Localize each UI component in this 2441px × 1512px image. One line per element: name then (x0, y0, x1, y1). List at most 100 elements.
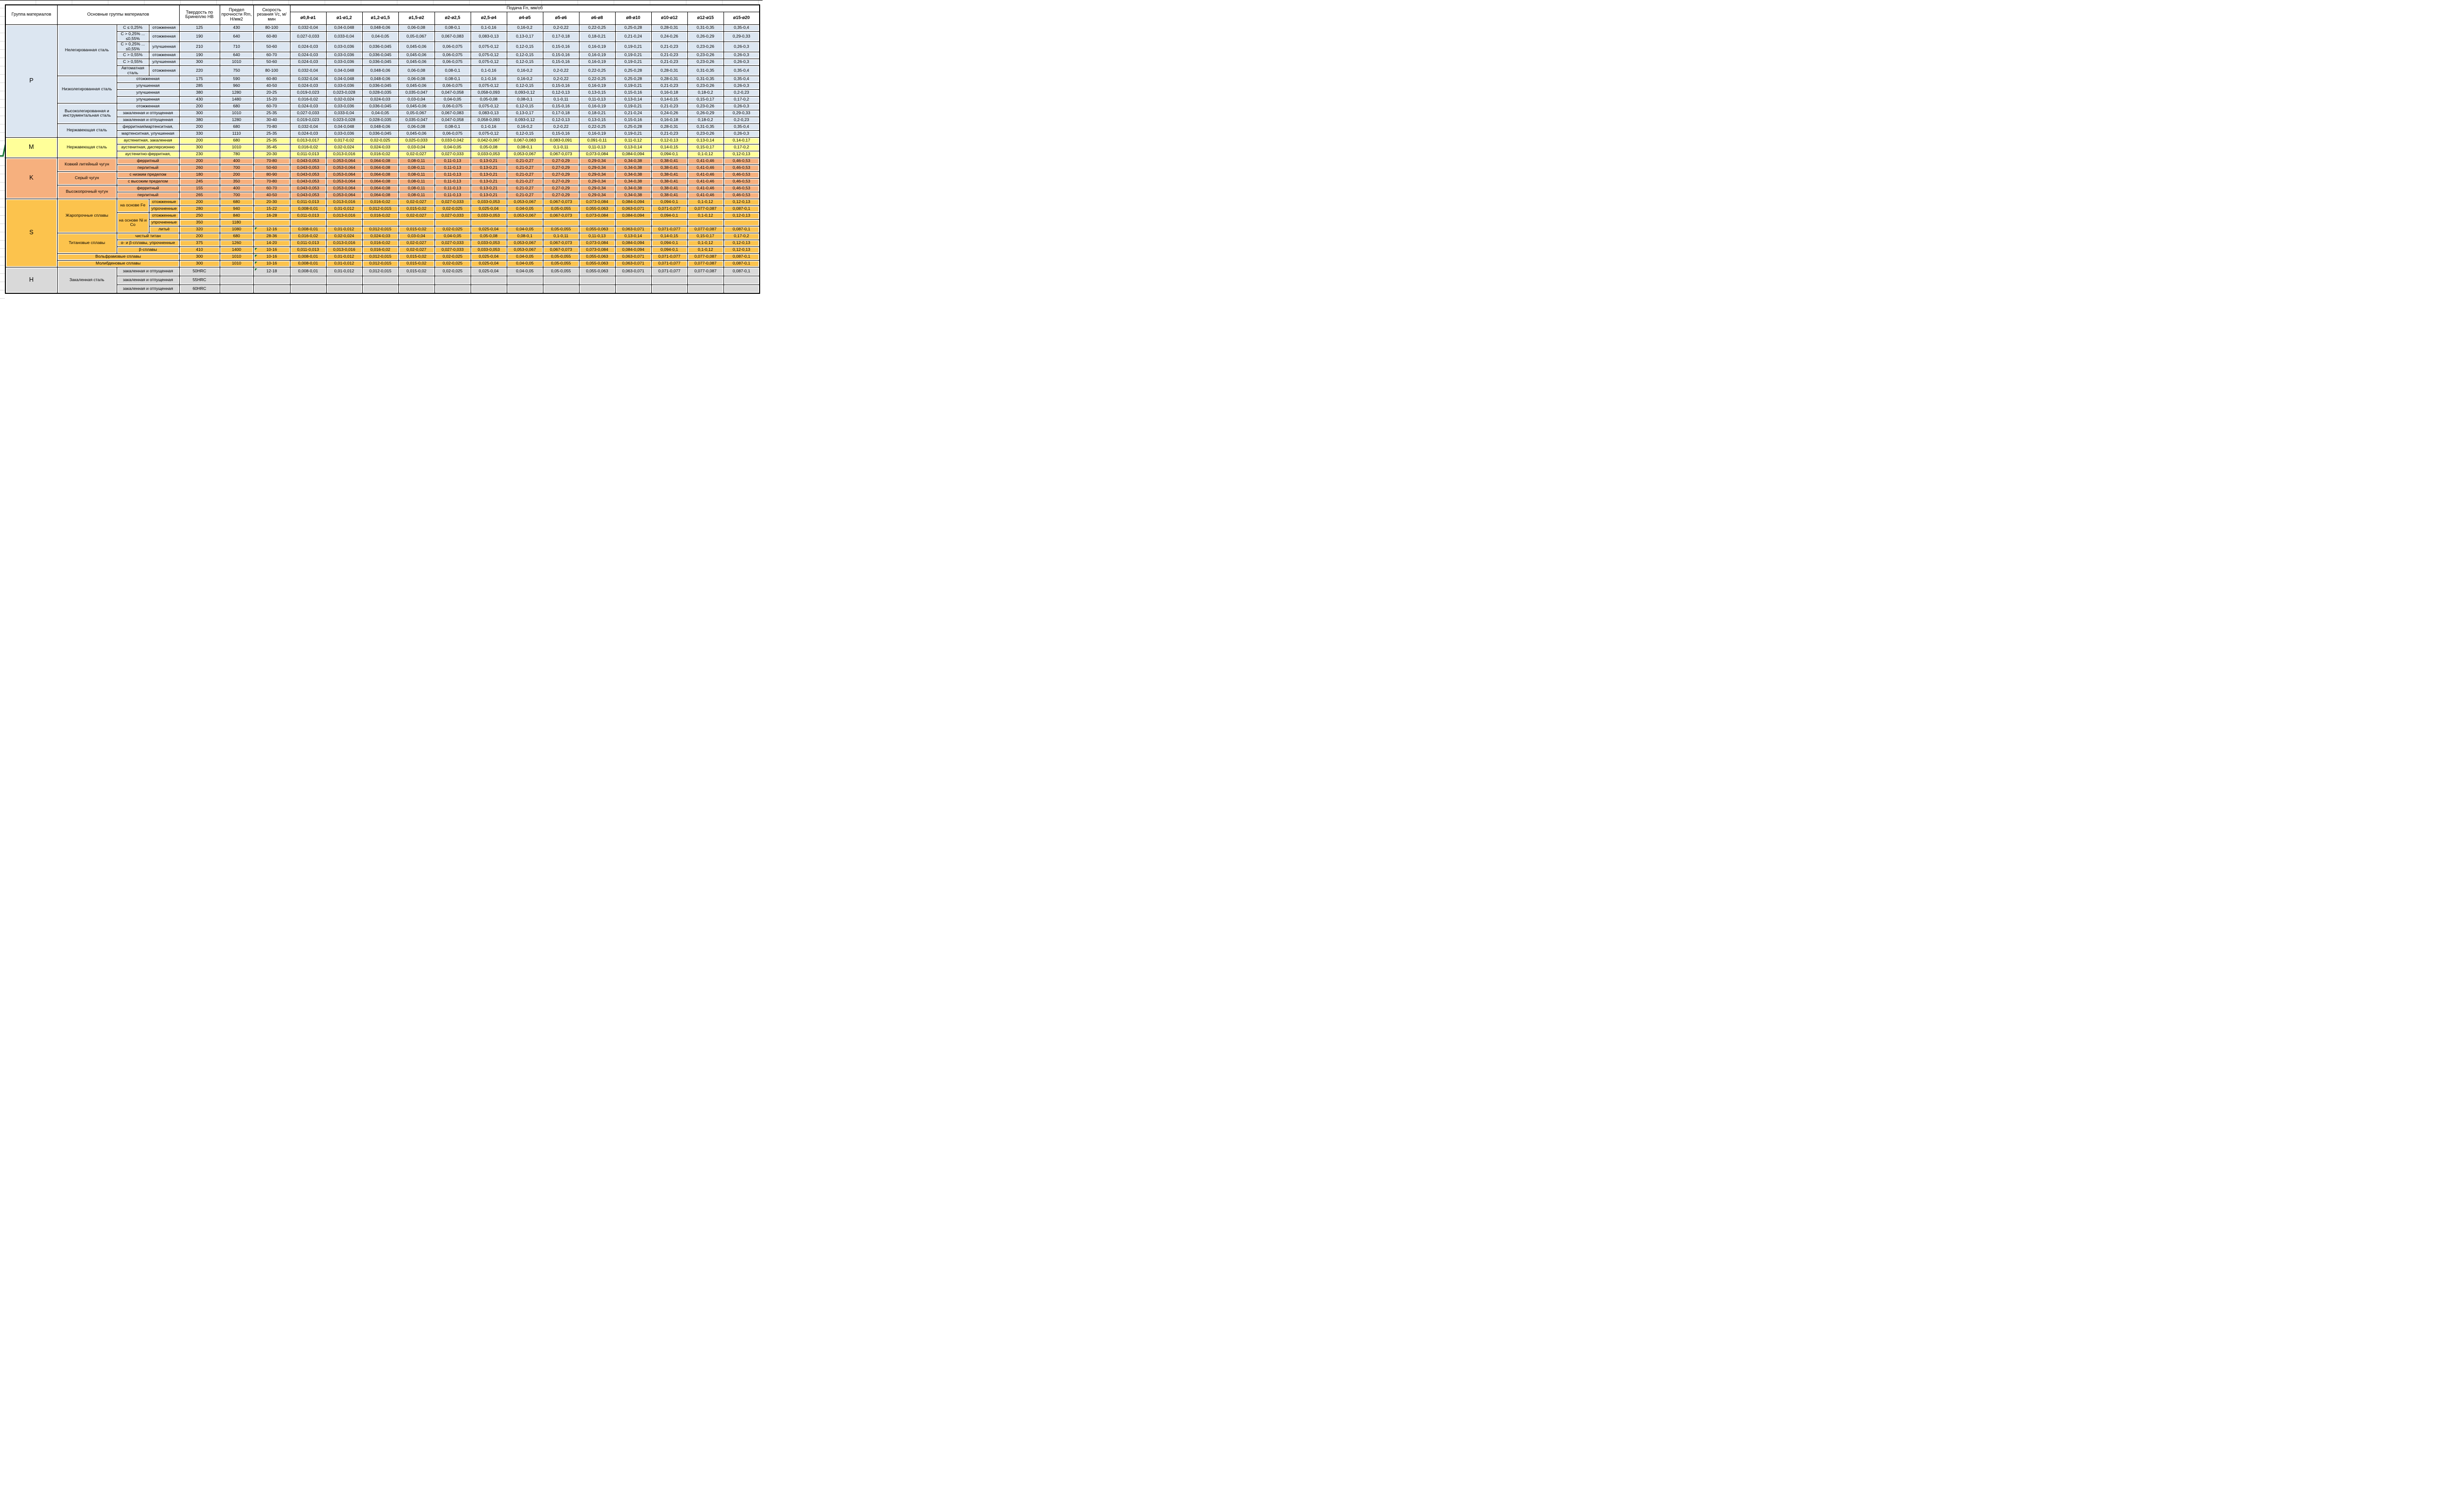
feed-cell[interactable]: 0,063-0,071 (615, 260, 652, 267)
feed-cell[interactable]: 0,024-0,03 (362, 96, 399, 103)
feed-cell[interactable]: 0,064-0,08 (362, 157, 399, 165)
cutting-speed-cell[interactable]: 70-80 (253, 123, 290, 131)
feed-cell[interactable]: 0,019-0,023 (290, 89, 327, 97)
cutting-speed-cell[interactable]: 40-50 (253, 82, 290, 90)
feed-cell[interactable]: 0,008-0,01 (290, 205, 327, 213)
feed-cell[interactable]: 0,18-0,2 (687, 116, 724, 124)
feed-cell[interactable]: 0,036-0,045 (362, 41, 399, 52)
state-cell[interactable]: закаленная и отпущенная (116, 109, 180, 117)
feed-cell[interactable] (615, 284, 652, 294)
state-cell[interactable]: мартенситная, улучшенная (116, 130, 180, 138)
strength-cell[interactable]: 1080 (219, 225, 254, 233)
strength-cell[interactable]: 680 (219, 123, 254, 131)
feed-cell[interactable]: 0,15-0,16 (542, 58, 579, 66)
cutting-speed-cell[interactable]: 50-60 (253, 164, 290, 172)
feed-cell[interactable]: 0,13-0,21 (470, 191, 507, 199)
feed-cell[interactable]: 0,38-0,41 (651, 178, 688, 185)
feed-cell[interactable]: 0,033-0,042 (434, 137, 471, 144)
feed-cell[interactable]: 0,21-0,23 (651, 82, 688, 90)
material-group-cell[interactable]: Высоколегированная и инструментальная ст… (57, 102, 117, 124)
feed-cell[interactable]: 0,46-0,53 (723, 157, 760, 165)
feed-diameter-header[interactable]: ø0,8-ø1 (290, 11, 327, 25)
feed-cell[interactable]: 0,22-0,25 (579, 65, 616, 76)
feed-cell[interactable]: 0,053-0,067 (506, 212, 543, 220)
feed-cell[interactable]: 0,26-0,29 (687, 31, 724, 42)
strength-cell[interactable]: 1280 (219, 116, 254, 124)
feed-cell[interactable]: 0,055-0,063 (579, 225, 616, 233)
feed-cell[interactable]: 0,16-0,2 (506, 65, 543, 76)
feed-cell[interactable]: 0,06-0,075 (434, 51, 471, 59)
feed-cell[interactable]: 0,02-0,025 (434, 205, 471, 213)
feed-cell[interactable]: 0,01-0,012 (326, 225, 363, 233)
subgroup-cell[interactable]: на основе Fe (116, 198, 149, 213)
feed-cell[interactable]: 0,073-0,084 (579, 246, 616, 254)
feed-cell[interactable]: 0,032-0,04 (290, 24, 327, 32)
feed-cell[interactable]: 0,094-0,1 (651, 198, 688, 206)
feed-cell[interactable]: 0,043-0,053 (290, 164, 327, 172)
feed-cell[interactable]: 0,027-0,033 (434, 239, 471, 247)
feed-cell[interactable]: 0,16-0,19 (579, 41, 616, 52)
feed-cell[interactable]: 0,012-0,015 (362, 225, 399, 233)
feed-cell[interactable]: 0,02-0,027 (398, 198, 435, 206)
feed-cell[interactable] (434, 219, 471, 226)
feed-cell[interactable]: 0,34-0,38 (615, 164, 652, 172)
feed-cell[interactable]: 0,024-0,03 (362, 232, 399, 240)
feed-cell[interactable]: 0,31-0,35 (687, 24, 724, 32)
feed-cell[interactable]: 0,067-0,073 (542, 246, 579, 254)
feed-cell[interactable]: 0,08-0,1 (434, 24, 471, 32)
feed-cell[interactable] (290, 284, 327, 294)
feed-cell[interactable]: 0,094-0,1 (651, 239, 688, 247)
feed-cell[interactable]: 0,036-0,045 (362, 130, 399, 138)
feed-cell[interactable]: 0,083-0,13 (470, 31, 507, 42)
group-cell[interactable]: P (5, 24, 58, 138)
feed-cell[interactable]: 0,071-0,077 (651, 253, 688, 261)
feed-cell[interactable]: 0,045-0,06 (398, 58, 435, 66)
feed-cell[interactable]: 0,29-0,34 (579, 171, 616, 179)
subgroup-cell[interactable]: C > 0,55% (116, 51, 149, 59)
feed-cell[interactable]: 0,13-0,14 (615, 96, 652, 103)
state-cell[interactable]: β-сплавы (116, 246, 180, 254)
strength-cell[interactable]: 640 (219, 31, 254, 42)
feed-cell[interactable]: 0,016-0,02 (362, 246, 399, 254)
feed-cell[interactable]: 0,048-0,06 (362, 65, 399, 76)
feed-cell[interactable]: 0,1-0,12 (687, 212, 724, 220)
feed-cell[interactable]: 0,41-0,46 (687, 171, 724, 179)
feed-cell[interactable]: 0,22-0,25 (579, 24, 616, 32)
feed-cell[interactable] (362, 275, 399, 285)
state-cell[interactable]: закаленная и отпущенная (116, 284, 180, 294)
hardness-cell[interactable]: 200 (179, 102, 220, 110)
cutting-speed-cell[interactable]: 35-45 (253, 143, 290, 151)
feed-cell[interactable]: 0,19-0,21 (615, 51, 652, 59)
feed-cell[interactable]: 0,027-0,033 (434, 212, 471, 220)
strength-cell[interactable]: 940 (219, 205, 254, 213)
strength-cell[interactable]: 780 (219, 150, 254, 158)
strength-cell[interactable]: 400 (219, 157, 254, 165)
feed-cell[interactable]: 0,047-0,058 (434, 116, 471, 124)
group-cell[interactable]: H (5, 266, 58, 294)
feed-cell[interactable]: 0,087-0,1 (723, 260, 760, 267)
feed-cell[interactable]: 0,08-0,1 (506, 96, 543, 103)
feed-cell[interactable]: 0,27-0,29 (542, 171, 579, 179)
feed-cell[interactable]: 0,011-0,013 (290, 239, 327, 247)
feed-cell[interactable]: 0,05-0,067 (398, 109, 435, 117)
feed-cell[interactable]: 0,036-0,045 (362, 58, 399, 66)
feed-cell[interactable]: 0,028-0,035 (362, 89, 399, 97)
feed-cell[interactable] (542, 219, 579, 226)
strength-cell[interactable] (219, 284, 254, 294)
feed-cell[interactable]: 0,21-0,23 (651, 51, 688, 59)
hardness-cell[interactable]: 180 (179, 171, 220, 179)
feed-cell[interactable]: 0,032-0,04 (290, 123, 327, 131)
feed-cell[interactable]: 0,03-0,04 (398, 232, 435, 240)
feed-cell[interactable]: 0,34-0,38 (615, 184, 652, 192)
feed-cell[interactable]: 0,16-0,19 (579, 130, 616, 138)
feed-cell[interactable]: 0,16-0,2 (506, 123, 543, 131)
feed-cell[interactable]: 0,02-0,027 (398, 246, 435, 254)
state-cell[interactable]: отожженная (116, 75, 180, 83)
feed-cell[interactable]: 0,063-0,071 (615, 225, 652, 233)
cutting-speed-cell[interactable]: 16-28 (253, 212, 290, 220)
feed-cell[interactable]: 0,16-0,19 (579, 102, 616, 110)
feed-cell[interactable]: 0,024-0,03 (290, 41, 327, 52)
feed-cell[interactable] (326, 275, 363, 285)
feed-diameter-header[interactable]: ø5-ø6 (542, 11, 579, 25)
state-cell[interactable]: ферритный (116, 184, 180, 192)
